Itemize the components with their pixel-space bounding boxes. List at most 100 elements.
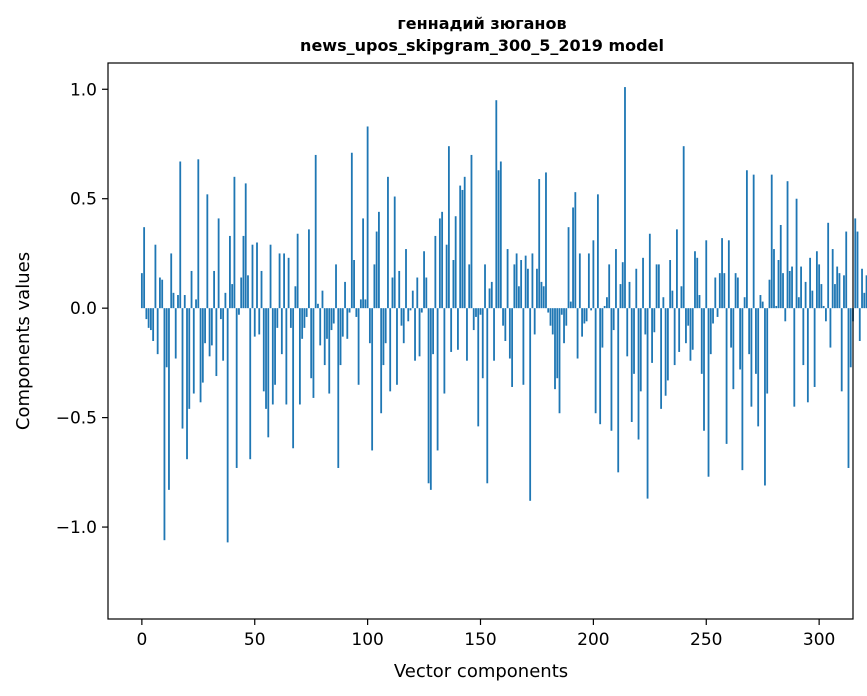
- bar-281: [775, 305, 778, 309]
- bar-275: [761, 301, 764, 309]
- bar-64: [285, 308, 288, 405]
- y-tick-label: −1.0: [56, 518, 97, 538]
- bar-148: [475, 308, 477, 317]
- bar-12: [168, 308, 170, 490]
- bar-36: [222, 308, 225, 361]
- bar-243: [689, 308, 692, 361]
- x-tick-label: 100: [351, 630, 383, 650]
- bar-29: [206, 194, 209, 309]
- bar-141: [459, 185, 462, 309]
- bar-181: [549, 308, 552, 326]
- bar-283: [779, 224, 782, 309]
- bar-20: [186, 308, 188, 460]
- bar-132: [438, 218, 441, 309]
- bar-217: [630, 308, 633, 422]
- bar-242: [687, 308, 690, 326]
- bar-203: [599, 308, 602, 425]
- bar-313: [847, 308, 850, 468]
- bar-183: [554, 308, 556, 390]
- y-tick-label: −0.5: [56, 409, 97, 429]
- bar-166: [515, 253, 518, 309]
- bar-266: [741, 308, 744, 471]
- bar-27: [201, 308, 204, 383]
- bar-125: [423, 251, 425, 309]
- bar-63: [283, 253, 285, 309]
- bar-255: [716, 308, 719, 317]
- bar-16: [177, 295, 179, 309]
- bar-133: [441, 211, 444, 309]
- bar-225: [648, 233, 651, 309]
- bar-140: [457, 308, 459, 350]
- bar-75: [310, 308, 313, 379]
- bar-233: [666, 308, 669, 381]
- bar-135: [445, 244, 448, 309]
- bar-309: [838, 273, 841, 309]
- bar-123: [418, 308, 421, 357]
- y-axis-label: Components values: [13, 252, 34, 430]
- bar-196: [583, 308, 586, 324]
- bar-79: [319, 308, 322, 346]
- bar-264: [736, 277, 739, 309]
- bar-300: [818, 264, 821, 309]
- bar-229: [657, 264, 660, 309]
- bar-292: [800, 266, 802, 309]
- bar-100: [366, 126, 369, 309]
- bar-279: [770, 174, 773, 309]
- bar-230: [660, 308, 663, 409]
- bar-26: [199, 308, 202, 403]
- bar-82: [326, 308, 328, 339]
- bar-19: [183, 295, 186, 309]
- bar-121: [414, 308, 416, 361]
- bar-321: [865, 275, 867, 309]
- bar-175: [536, 268, 538, 309]
- bar-52: [258, 308, 261, 335]
- bar-268: [745, 170, 748, 309]
- bar-103: [373, 264, 376, 309]
- bar-93: [350, 152, 353, 309]
- x-tick-label: 150: [464, 630, 496, 650]
- bar-317: [856, 231, 859, 309]
- chart-title-line2: news_upos_skipgram_300_5_2019 model: [300, 36, 664, 55]
- bar-99: [364, 299, 367, 309]
- bar-21: [188, 308, 191, 409]
- bar-208: [610, 308, 613, 431]
- bar-263: [734, 273, 737, 309]
- bar-157: [495, 100, 498, 309]
- bar-289: [793, 308, 796, 407]
- bar-211: [617, 308, 620, 473]
- bar-165: [513, 264, 516, 309]
- bar-127: [427, 308, 430, 484]
- bar-237: [676, 229, 678, 309]
- bar-37: [224, 292, 227, 309]
- bar-105: [378, 211, 380, 309]
- bar-50: [253, 308, 256, 337]
- bar-198: [587, 253, 590, 309]
- bar-101: [368, 308, 371, 344]
- bar-293: [802, 308, 805, 366]
- bar-114: [398, 270, 401, 309]
- bar-251: [707, 308, 710, 477]
- bar-171: [527, 268, 529, 309]
- bar-56: [267, 308, 270, 438]
- bar-122: [416, 277, 419, 309]
- bar-112: [393, 196, 396, 309]
- bar-219: [635, 268, 638, 309]
- chart-title-line1: геннадий зюганов: [397, 14, 566, 33]
- bar-83: [328, 308, 331, 394]
- bar-106: [380, 308, 383, 414]
- bar-126: [425, 277, 428, 309]
- bar-90: [344, 281, 346, 309]
- bar-60: [276, 308, 279, 328]
- bar-147: [472, 308, 475, 331]
- bar-5: [152, 308, 155, 341]
- bar-301: [820, 284, 823, 309]
- bar-200: [592, 240, 595, 309]
- bar-161: [504, 308, 507, 341]
- bar-68: [294, 286, 297, 309]
- x-tick-label: 0: [136, 630, 147, 650]
- bar-238: [678, 308, 681, 352]
- bar-23: [192, 308, 195, 394]
- bar-271: [752, 174, 755, 309]
- bar-185: [558, 308, 561, 414]
- bar-24: [195, 299, 197, 309]
